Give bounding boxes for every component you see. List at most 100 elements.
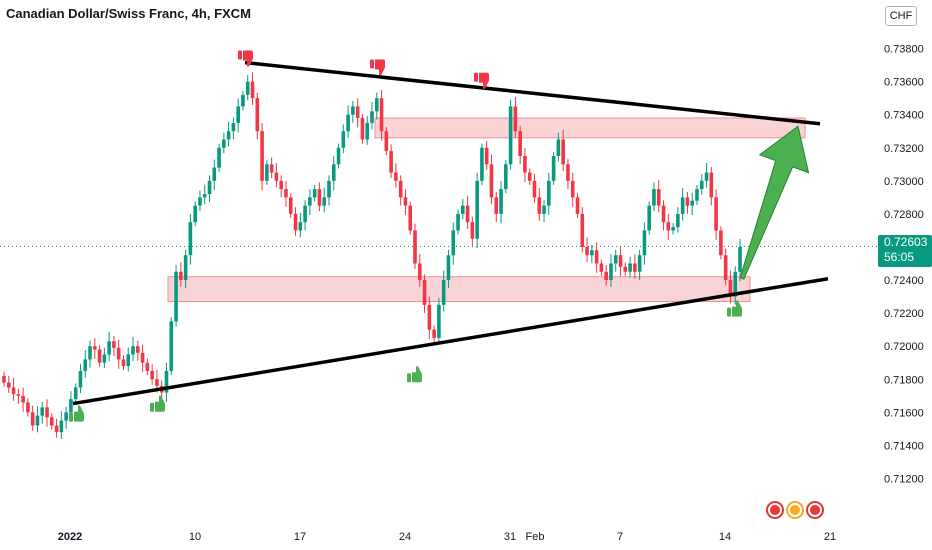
bar-countdown: 56:05: [884, 250, 915, 264]
x-tick-label: 24: [399, 531, 411, 543]
candle: [183, 249, 188, 289]
y-tick-label: 0.72000: [884, 341, 924, 353]
candle-body: [637, 255, 642, 272]
candle-body: [547, 180, 551, 206]
candle: [480, 143, 484, 185]
candle-body: [570, 180, 575, 198]
candle: [676, 207, 680, 233]
candle-body: [217, 147, 221, 168]
thumbs-down-icon: [238, 50, 253, 67]
candle: [222, 132, 226, 154]
candle: [2, 371, 6, 387]
candle-body: [112, 341, 116, 348]
candle-body: [575, 197, 580, 214]
resistance-zone: [374, 117, 806, 139]
candle-body: [83, 359, 88, 371]
candle-body: [64, 412, 68, 421]
candle: [212, 159, 217, 191]
candle: [331, 156, 336, 191]
candle-body: [618, 255, 623, 267]
candle-body: [633, 263, 637, 272]
candle: [656, 179, 661, 213]
candle-body: [561, 139, 565, 165]
y-tick-label: 0.73200: [884, 143, 924, 155]
candle-body: [699, 180, 704, 190]
candle-body: [155, 379, 159, 386]
candle: [336, 143, 341, 169]
candle-body: [652, 189, 656, 206]
candle-body: [394, 172, 398, 181]
candle-body: [2, 375, 6, 383]
candle: [102, 347, 107, 369]
candle: [136, 340, 140, 361]
candle-body: [599, 263, 604, 272]
candle-body: [580, 213, 585, 247]
currency-selector[interactable]: CHF: [885, 6, 917, 26]
candle: [145, 358, 150, 376]
y-tick-label: 0.73000: [884, 176, 924, 188]
chart-title: Canadian Dollar/Swiss Franc, 4h, FXCM: [6, 6, 251, 21]
candle-body: [183, 255, 188, 281]
candle-body: [389, 151, 393, 173]
exchange-logo-icon: [806, 501, 824, 519]
candle: [609, 254, 613, 287]
candle: [207, 175, 212, 203]
candle: [637, 249, 642, 280]
candle: [255, 92, 260, 140]
candle-body: [427, 304, 432, 330]
candle: [551, 151, 556, 185]
candle: [585, 237, 589, 263]
candles-layer: [2, 72, 742, 439]
candle-body: [322, 197, 327, 206]
candle-body: [613, 255, 618, 264]
candle: [417, 254, 422, 287]
candle-body: [226, 131, 231, 140]
candle-body: [556, 139, 561, 157]
thumbs-down-icon: [370, 59, 385, 76]
candle-body: [403, 197, 408, 206]
candle-body: [489, 164, 494, 198]
candle: [604, 264, 608, 286]
candle-body: [288, 197, 293, 214]
candle: [518, 125, 522, 165]
candle-body: [169, 321, 174, 371]
candle: [537, 187, 542, 221]
candle-body: [274, 172, 279, 181]
x-tick-label: 17: [294, 531, 306, 543]
candle-body: [676, 213, 680, 228]
candle: [265, 160, 269, 185]
candle: [613, 249, 618, 272]
candle: [21, 387, 25, 412]
candle-body: [269, 164, 274, 173]
candle: [97, 345, 102, 367]
candle: [504, 160, 508, 194]
candle-body: [532, 180, 537, 198]
candle-body: [212, 167, 217, 181]
candle: [379, 90, 384, 141]
candle-body: [484, 147, 489, 165]
y-tick-label: 0.71400: [884, 440, 924, 452]
zones-layer: [0, 117, 878, 303]
candle-body: [685, 197, 690, 206]
candle: [475, 172, 479, 249]
candle: [298, 212, 303, 238]
x-tick-label: 2022: [58, 531, 82, 543]
candle-body: [145, 362, 150, 371]
candle: [327, 175, 331, 206]
candle-body: [351, 106, 355, 115]
exchange-logo-icon: [786, 501, 804, 519]
candle: [618, 247, 623, 277]
candle: [719, 226, 723, 260]
candle: [202, 184, 207, 205]
candle-body: [379, 98, 384, 132]
candle-body: [140, 352, 145, 363]
candle: [317, 182, 322, 212]
candle: [508, 99, 513, 170]
candle-body: [260, 131, 264, 181]
candle: [370, 101, 374, 130]
candle-body: [116, 347, 121, 360]
candle-body: [432, 329, 436, 338]
candle-body: [284, 189, 288, 198]
last-price-tag: 0.72603 56:05: [878, 235, 932, 267]
candle-body: [88, 346, 92, 360]
